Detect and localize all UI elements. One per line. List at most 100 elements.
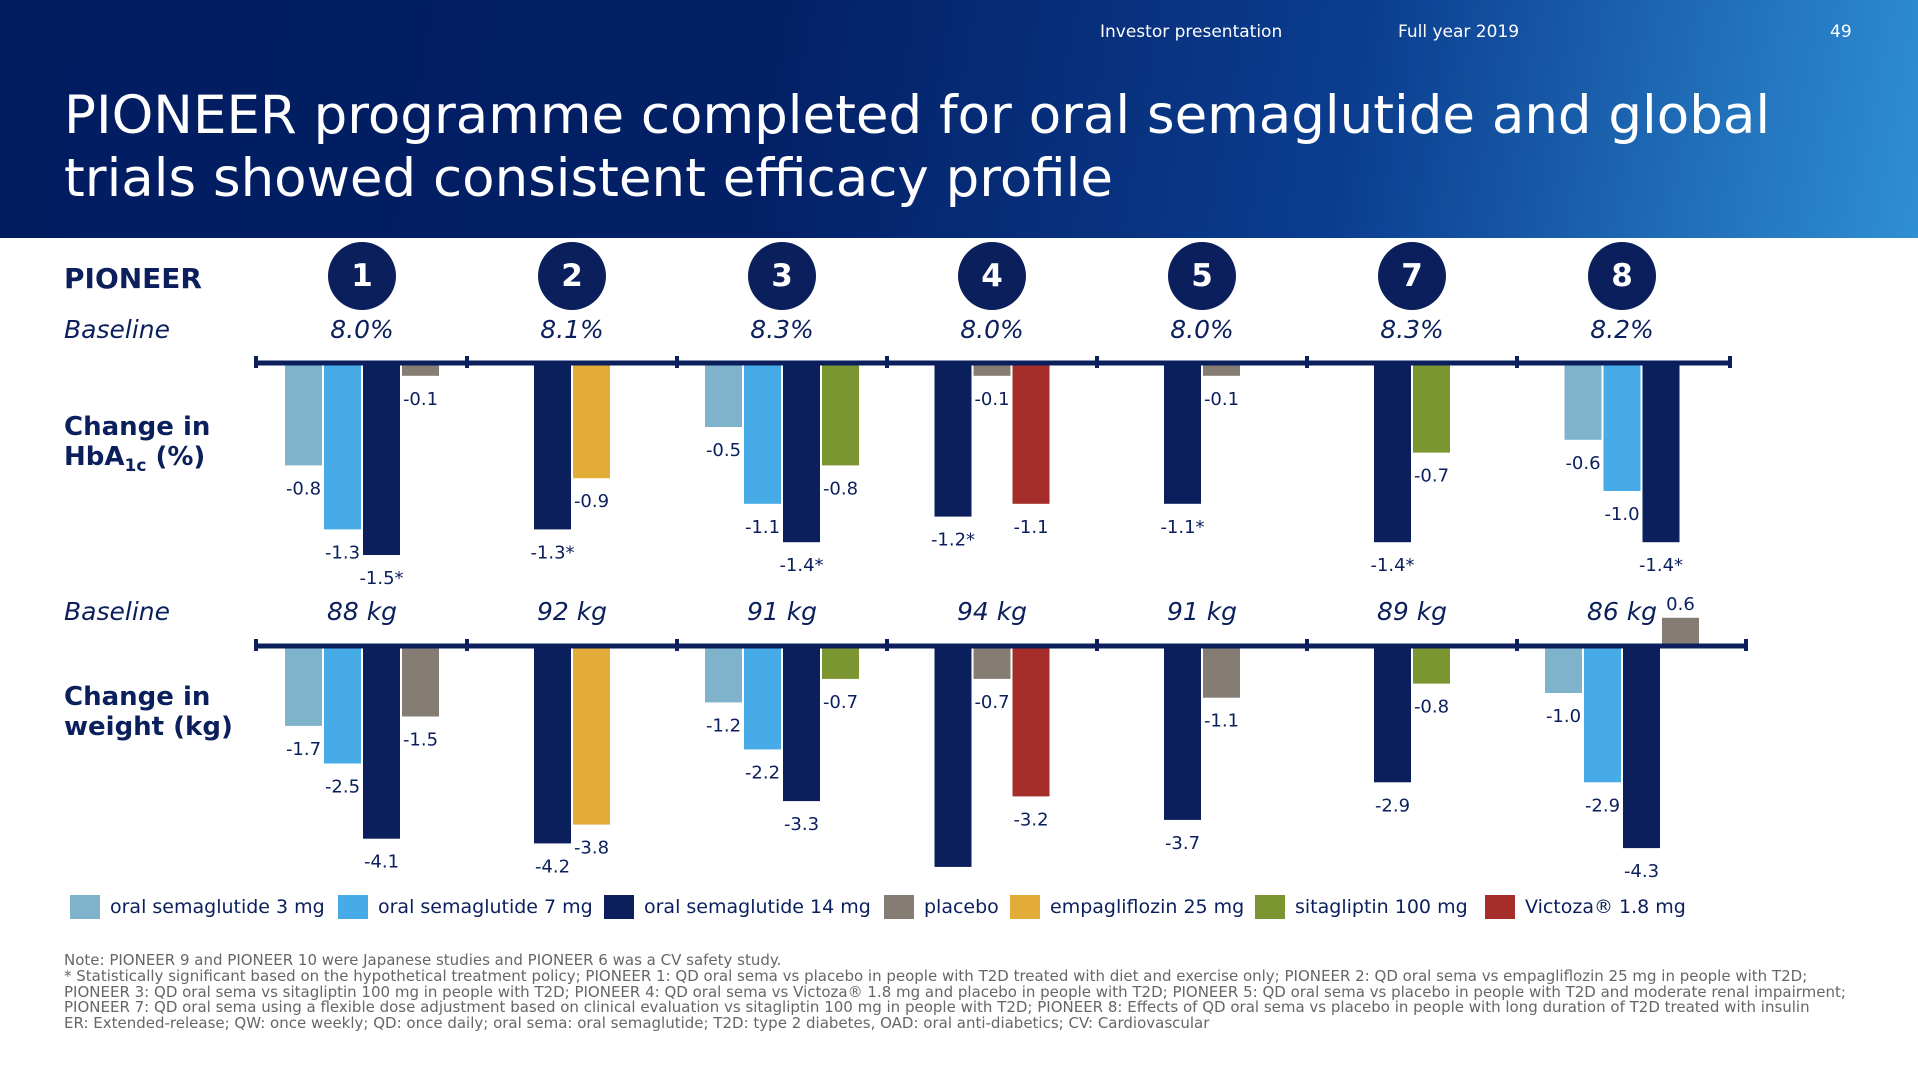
- data-label: -4.2: [535, 856, 570, 877]
- data-label: -1.4*: [1639, 555, 1683, 576]
- bar-sema14: [1642, 363, 1680, 543]
- data-label: -3.8: [574, 838, 609, 859]
- baseline-value: 8.1%: [540, 315, 604, 344]
- data-label: -0.6: [1565, 453, 1600, 474]
- baseline-value: 91 kg: [1166, 597, 1238, 626]
- data-label: -2.9: [1585, 795, 1620, 816]
- data-label: -4.1: [364, 852, 399, 873]
- legend-swatch: [1485, 895, 1515, 919]
- hba1c-chart: -0.8 -1.3 -1.5* -0.1 -1.3* -0.9 -0.5 -1.1 -1.4* -…: [254, 356, 1732, 589]
- data-label: -1.5*: [359, 568, 403, 589]
- trial-number-badge: 4: [958, 242, 1026, 310]
- note-line: ER: Extended-release; QW: once weekly; Q…: [64, 1014, 1210, 1033]
- data-label: -2.5: [325, 777, 360, 798]
- efficacy-bar-chart: -0.8 -1.3 -1.5* -0.1 -1.3* -0.9 -0.5 -1.1 -1.4* -…: [254, 356, 1748, 880]
- legend-swatch: [1010, 895, 1040, 919]
- legend-label: empagliflozin 25 mg: [1050, 896, 1245, 918]
- page-title: PIONEER programme completed for oral sem…: [64, 85, 1771, 209]
- baseline-value: 8.2%: [1590, 315, 1654, 344]
- data-label: -1.2: [706, 715, 741, 736]
- data-label: -2.2: [745, 762, 780, 783]
- bar-sema7: [744, 363, 781, 504]
- legend-swatch: [70, 895, 100, 919]
- hba1c-label-sub: 1c: [124, 456, 147, 477]
- data-label: -1.1: [745, 517, 780, 538]
- baseline-value: 8.0%: [960, 315, 1024, 344]
- data-label: -1.5: [403, 730, 438, 751]
- bar-sema14: [783, 646, 820, 802]
- bar-sema7: [324, 363, 361, 530]
- legend-label: placebo: [924, 896, 999, 918]
- data-label: -0.7: [823, 692, 858, 713]
- bar-sema14: [363, 646, 400, 839]
- trial-number-badge: 3: [748, 242, 816, 310]
- data-label: -0.7: [1414, 466, 1449, 487]
- bar-sema3: [285, 363, 322, 466]
- legend-swatch: [884, 895, 914, 919]
- bar-empa: [573, 646, 610, 825]
- trial-number-badge: 2: [538, 242, 606, 310]
- bar-sema7: [324, 646, 361, 764]
- legend-label: oral semaglutide 14 mg: [644, 896, 871, 918]
- data-label: -1.3*: [530, 542, 574, 563]
- bar-sema14: [1164, 363, 1201, 504]
- data-label: -2.9: [1375, 795, 1410, 816]
- bar-placebo: [973, 646, 1011, 679]
- data-label: -4.3: [1624, 861, 1659, 880]
- data-label: -3.7: [1165, 833, 1200, 854]
- weight-baseline-label: Baseline: [64, 597, 170, 626]
- pioneer-label: PIONEER: [64, 262, 202, 295]
- data-label: -1.0: [1546, 706, 1581, 727]
- data-label: -0.8: [286, 478, 321, 499]
- bar-sita: [822, 363, 859, 466]
- baseline-value: 86 kg: [1586, 597, 1658, 626]
- bar-sema14: [934, 363, 972, 517]
- data-label: -1.1: [1204, 711, 1239, 732]
- bar-sema14: [1164, 646, 1201, 820]
- legend-label: sitagliptin 100 mg: [1295, 896, 1468, 918]
- data-label: -1.4*: [1370, 555, 1414, 576]
- hba1c-axis-label: Change in HbA1c (%): [64, 412, 210, 481]
- bar-placebo: [1662, 617, 1699, 646]
- weight-label-line2: weight (kg): [64, 712, 233, 742]
- legend-label: oral semaglutide 3 mg: [110, 896, 325, 918]
- note-line: * Statistically significant based on the…: [64, 966, 1846, 1017]
- data-label: -0.1: [403, 389, 438, 410]
- note-line: Note: PIONEER 9 and PIONEER 10 were Japa…: [64, 951, 782, 969]
- bar-sema7: [744, 646, 781, 750]
- hba1c-baseline-label: Baseline: [64, 315, 170, 344]
- bar-empa: [573, 363, 610, 479]
- bar-sema3: [1545, 646, 1582, 693]
- bar-placebo: [402, 363, 439, 376]
- baseline-value: 91 kg: [746, 597, 818, 626]
- bar-sema14: [534, 363, 571, 530]
- data-label: -0.1: [1204, 389, 1239, 410]
- bar-sema14: [1374, 363, 1411, 543]
- data-label: -1.1: [1013, 517, 1048, 538]
- legend-swatch: [604, 895, 634, 919]
- header-banner: Investor presentation Full year 2019 49 …: [0, 0, 1918, 238]
- page-number: 49: [1830, 22, 1852, 42]
- presentation-label: Investor presentation: [1100, 22, 1283, 42]
- bar-sema3: [285, 646, 322, 726]
- data-label: -3.2: [1013, 809, 1048, 830]
- bar-sema3: [1564, 363, 1602, 440]
- legend-label: Victoza® 1.8 mg: [1525, 896, 1686, 918]
- weight-label-line1: Change in: [64, 682, 211, 712]
- period-label: Full year 2019: [1398, 22, 1520, 42]
- footnotes: Note: PIONEER 9 and PIONEER 10 were Japa…: [64, 951, 1864, 1033]
- weight-axis-label: Change in weight (kg): [64, 682, 233, 742]
- bar-sita: [1413, 363, 1450, 453]
- data-label: -1.4*: [779, 555, 823, 576]
- trial-number-badge: 5: [1168, 242, 1236, 310]
- bar-sema14: [1623, 646, 1660, 849]
- bar-victoza: [1012, 363, 1050, 504]
- baseline-value: 8.3%: [750, 315, 814, 344]
- data-label: -3.3: [784, 814, 819, 835]
- data-label: -0.8: [1414, 697, 1449, 718]
- hba1c-label-unit: (%): [146, 442, 206, 472]
- data-label: -0.8: [823, 478, 858, 499]
- bar-sema3: [705, 646, 742, 703]
- baseline-value: 88 kg: [326, 597, 398, 626]
- trial-number-badge: 1: [328, 242, 396, 310]
